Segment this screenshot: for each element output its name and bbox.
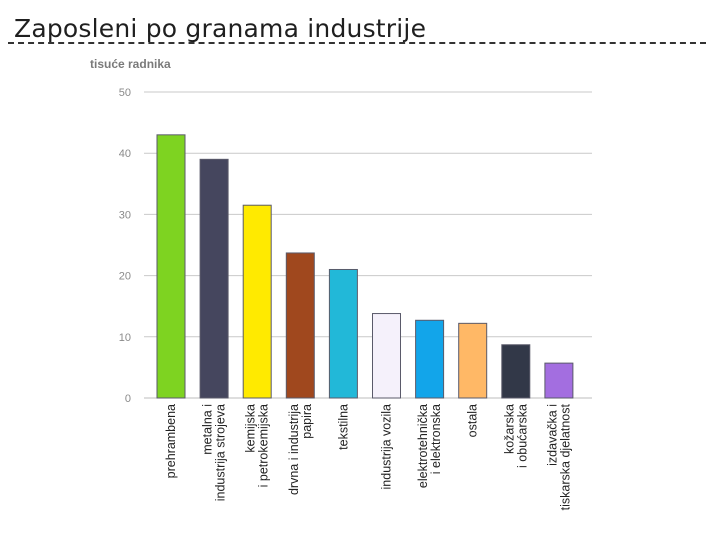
x-tick-label: metalna i — [201, 404, 215, 455]
bar-9 — [501, 344, 531, 399]
x-category-label: tekstilna — [336, 404, 350, 450]
bar-8 — [458, 322, 488, 399]
x-category-label: drvna i industrija papira — [287, 404, 314, 495]
bar-3 — [242, 204, 272, 399]
x-category-label: industrija vozila — [380, 404, 394, 490]
x-tick-label: elektrotehnička — [416, 404, 430, 488]
x-tick-label: i elektronska — [429, 404, 443, 474]
bar-5 — [328, 268, 358, 399]
x-tick-label: tiskarska djelatnost — [558, 403, 572, 510]
x-tick-label: ostala — [466, 404, 480, 437]
bar-2 — [199, 158, 229, 399]
slide-title: Zaposleni po granama industrije — [14, 14, 427, 43]
bar-4 — [285, 252, 315, 399]
bar-6 — [372, 313, 401, 399]
y-tick-label: 40 — [119, 148, 131, 160]
x-tick-label: industrija strojeva — [214, 404, 228, 501]
title-divider — [8, 42, 706, 44]
x-category-label: metalna i industrija strojeva — [201, 404, 228, 501]
x-category-label: ostala — [466, 404, 480, 437]
x-tick-label: kemijska — [244, 404, 258, 453]
y-axis-unit-label: tisuće radnika — [90, 57, 171, 71]
y-tick-label: 0 — [125, 393, 131, 405]
x-tick-label: prehrambena — [164, 404, 178, 478]
y-tick-label: 10 — [119, 332, 131, 344]
bar-1 — [156, 134, 186, 399]
x-tick-label: kožarska — [502, 404, 516, 454]
y-tick-label: 50 — [119, 87, 131, 99]
x-category-label: kožarska i obućarska — [502, 404, 529, 468]
x-category-label: izdavačka i tiskarska djelatnost — [545, 403, 572, 510]
y-tick-label: 20 — [119, 271, 131, 283]
bar-10 — [544, 362, 574, 399]
y-tick-label: 30 — [119, 209, 131, 221]
bar-7 — [415, 319, 445, 399]
x-tick-label: drvna i industrija — [287, 404, 301, 495]
x-tick-label: papira — [300, 404, 314, 439]
x-tick-label: i obućarska — [515, 404, 529, 468]
x-category-label: kemijska i petrokemijska — [244, 404, 271, 487]
x-tick-label: izdavačka i — [545, 404, 559, 466]
x-category-label: prehrambena — [164, 404, 178, 478]
x-tick-label: tekstilna — [336, 404, 350, 450]
x-tick-label: i petrokemijska — [257, 404, 271, 487]
x-tick-label: industrija vozila — [380, 404, 394, 490]
x-category-label: elektrotehnička i elektronska — [416, 404, 443, 488]
